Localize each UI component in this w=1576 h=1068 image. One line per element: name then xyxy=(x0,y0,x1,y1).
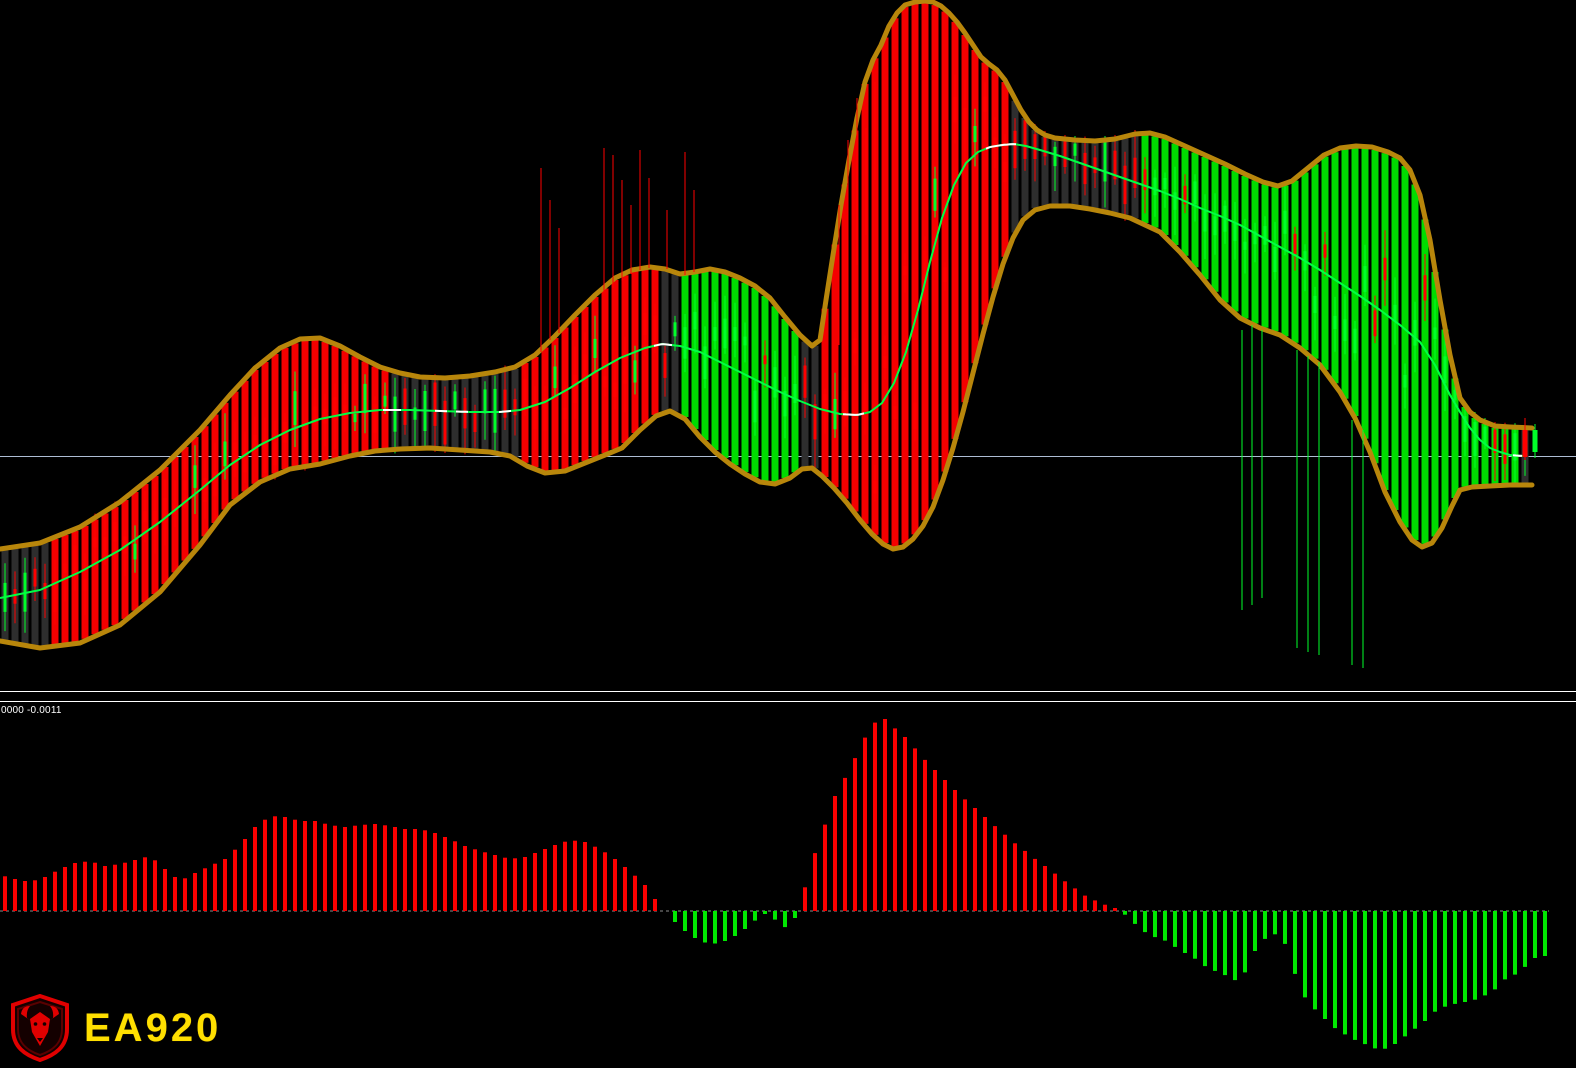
main-chart[interactable] xyxy=(0,0,1576,690)
brand-logo-text: EA920 xyxy=(84,1006,222,1050)
indicator-panel[interactable] xyxy=(0,702,1576,1068)
bull-shield-icon xyxy=(11,994,69,1062)
indicator-value-label: 0000 -0.0011 xyxy=(1,705,62,716)
price-band-chart xyxy=(0,0,1576,668)
panel-separator-line xyxy=(0,691,1576,692)
histogram-chart xyxy=(0,719,1549,1049)
brand-logo: EA920 xyxy=(8,994,221,1062)
panel-resize-handle[interactable] xyxy=(0,701,1576,702)
